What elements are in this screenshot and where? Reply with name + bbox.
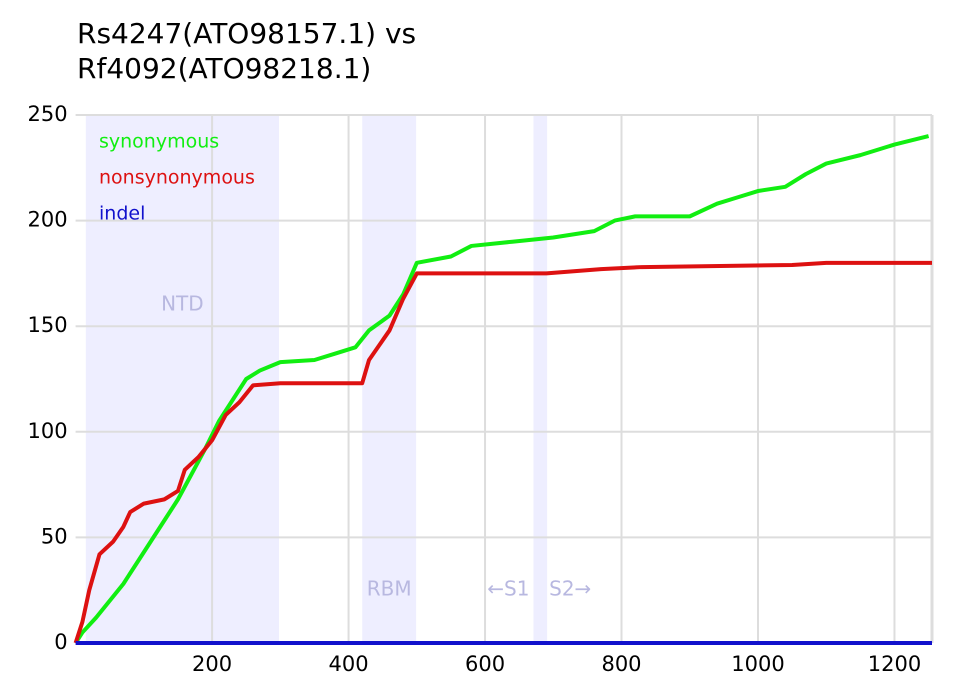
- chart-title: Rs4247(ATO98157.1) vs: [77, 17, 416, 50]
- x-tick-label: 600: [465, 652, 505, 676]
- annotation: ←S1: [487, 577, 529, 601]
- y-tick-label: 0: [54, 630, 67, 654]
- legend-entry: nonsynonymous: [99, 167, 255, 189]
- y-tick-label: 100: [28, 419, 68, 443]
- region: [533, 115, 548, 643]
- x-tick-label: 1200: [868, 652, 921, 676]
- legend-entry: indel: [99, 203, 145, 225]
- y-tick-label: 200: [28, 208, 68, 232]
- series-line: [73, 134, 930, 645]
- x-tick-label: 800: [601, 652, 641, 676]
- y-tick-label: 50: [41, 524, 68, 548]
- region-label: RBM: [367, 577, 412, 601]
- annotation: S2→: [549, 577, 591, 601]
- x-tick-label: 1000: [731, 652, 784, 676]
- x-tick-label: 200: [192, 652, 232, 676]
- y-tick-label: 250: [28, 102, 68, 126]
- chart-title: Rf4092(ATO98218.1): [77, 52, 371, 85]
- legend-entry: synonymous: [99, 131, 219, 153]
- y-tick-label: 150: [28, 313, 68, 337]
- region-label: NTD: [161, 292, 204, 316]
- x-tick-label: 400: [329, 652, 369, 676]
- series-line: [73, 260, 932, 644]
- region: [362, 115, 417, 643]
